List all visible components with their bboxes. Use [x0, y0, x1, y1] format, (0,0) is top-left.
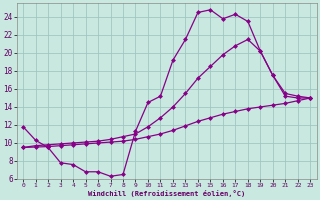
X-axis label: Windchill (Refroidissement éolien,°C): Windchill (Refroidissement éolien,°C) — [88, 190, 245, 197]
